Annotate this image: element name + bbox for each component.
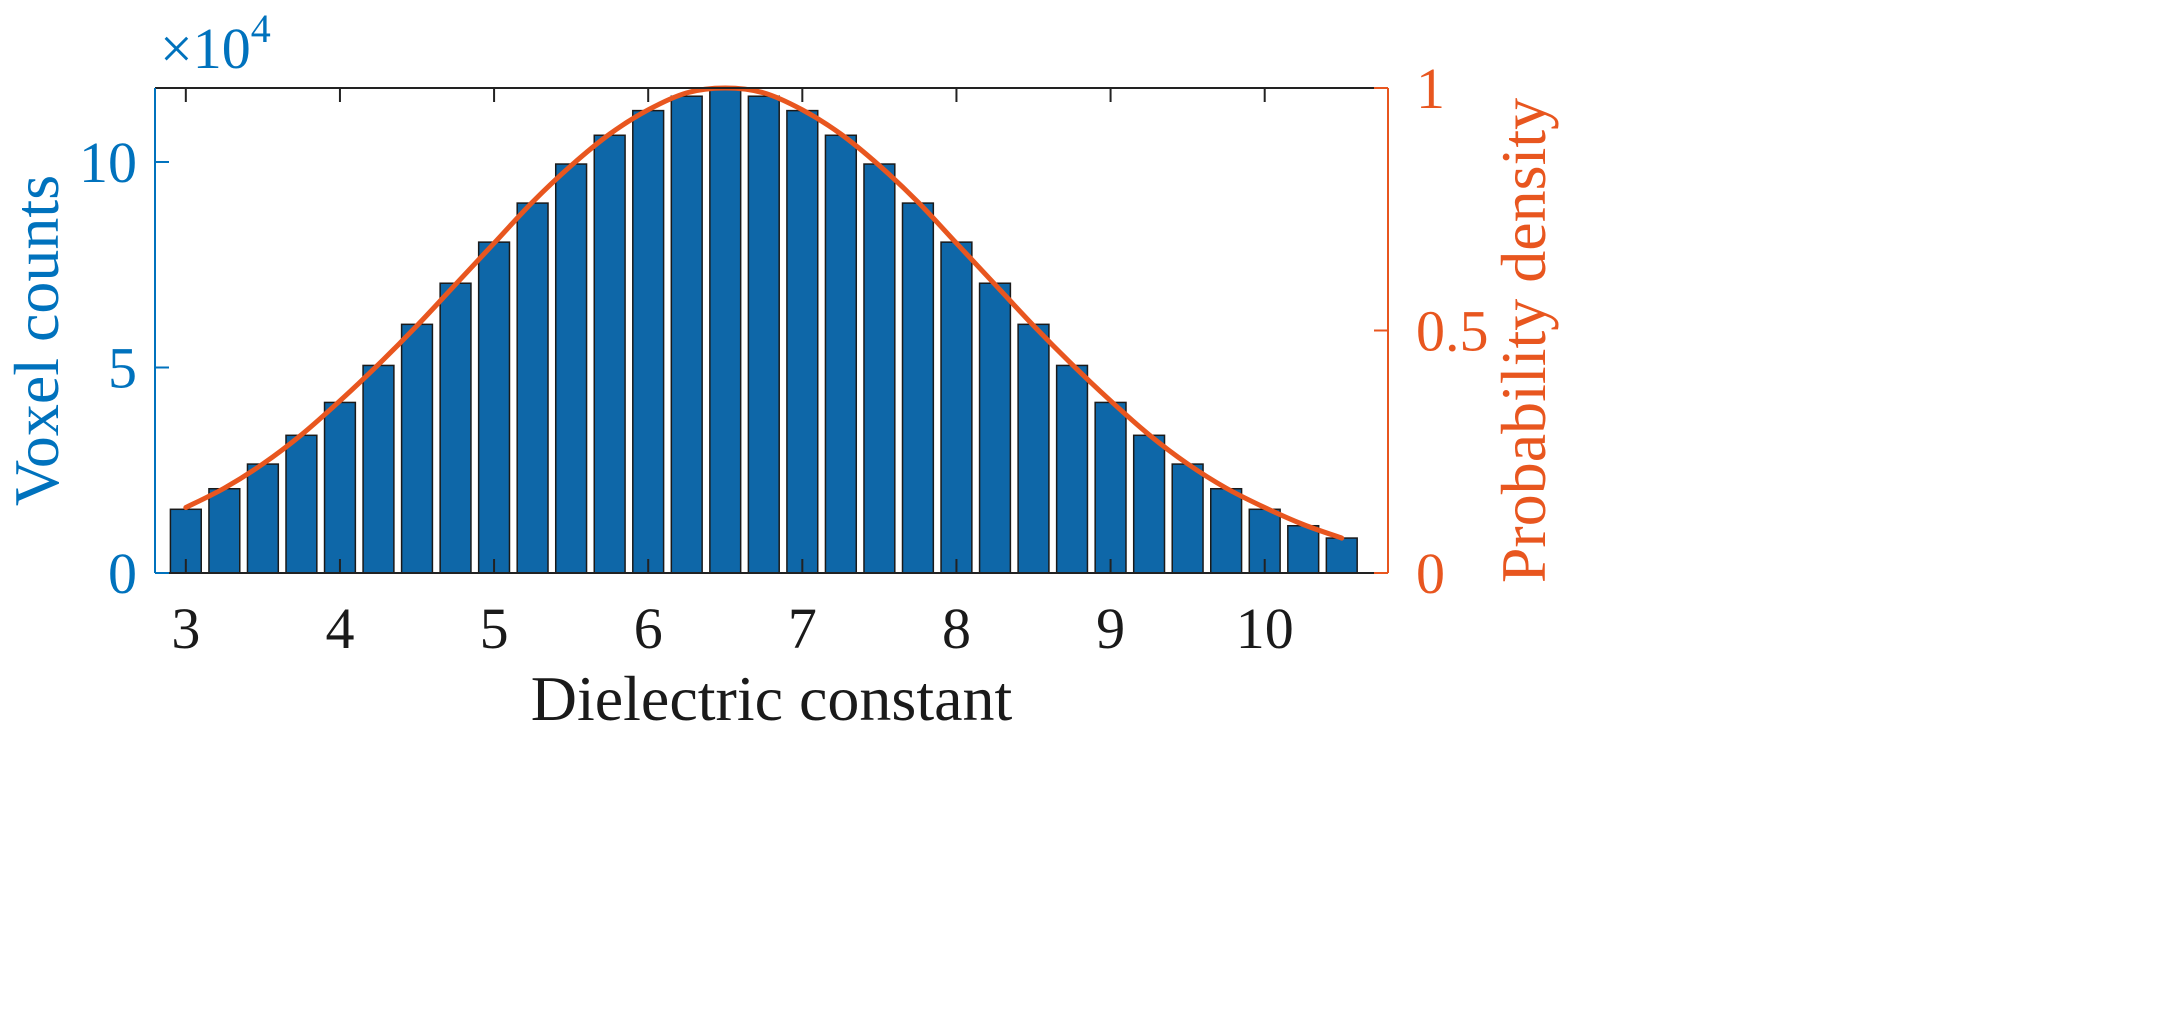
bar — [863, 163, 896, 574]
x-tick-label: 7 — [788, 596, 817, 661]
x-tick-label: 3 — [171, 596, 200, 661]
density-curve-group — [183, 85, 1345, 541]
bar — [978, 282, 1012, 574]
x-tick-label: 10 — [1236, 596, 1294, 661]
bar — [1210, 487, 1243, 574]
axes-group — [154, 87, 1389, 574]
x-tick-label: 4 — [325, 596, 354, 661]
bar — [1017, 323, 1050, 574]
bar — [940, 241, 973, 574]
density-curve — [183, 85, 1345, 541]
x-tick-label: 8 — [942, 596, 971, 661]
bar — [208, 487, 241, 574]
bar — [285, 434, 318, 574]
bar — [323, 401, 357, 574]
bar — [1055, 364, 1089, 574]
bar — [400, 323, 434, 574]
bar — [1287, 524, 1320, 574]
bar — [593, 134, 626, 574]
bar-group — [169, 87, 1358, 574]
y2-tick-label: 0 — [1416, 541, 1445, 606]
bar — [439, 282, 472, 574]
bar — [747, 95, 780, 574]
x-tick-label: 9 — [1096, 596, 1125, 661]
y-tick-label: 5 — [108, 335, 137, 400]
bar — [362, 364, 395, 574]
x-axis-title: Dielectric constant — [531, 663, 1013, 734]
bar — [554, 163, 588, 574]
x-tick-label: 5 — [480, 596, 509, 661]
bar — [824, 134, 858, 574]
x-tick-label: 6 — [634, 596, 663, 661]
y-multiplier-exponent: 4 — [251, 6, 271, 51]
labels-group: 3 4 5 6 7 8 9 10 0 5 10 0 0.5 1 ×104 Dielectric constan… — [1, 6, 1559, 734]
bar — [1132, 434, 1166, 574]
bar — [246, 463, 280, 574]
bar — [670, 95, 703, 574]
y2-axis-title: Probability density — [1488, 98, 1559, 583]
bar — [632, 109, 665, 574]
bar — [516, 202, 549, 574]
y-tick-label: 0 — [108, 541, 137, 606]
y-axis-title: Voxel counts — [1, 175, 72, 506]
bar — [1171, 463, 1204, 574]
y-multiplier-label: ×104 — [160, 6, 271, 81]
bar — [786, 109, 819, 574]
y-tick-label: 10 — [79, 130, 137, 195]
bar — [1094, 401, 1127, 574]
bar — [709, 87, 742, 574]
bar — [1325, 537, 1358, 574]
y2-tick-label: 0.5 — [1416, 299, 1489, 364]
bar — [901, 202, 935, 574]
bar — [477, 241, 511, 574]
y2-tick-label: 1 — [1416, 56, 1445, 121]
